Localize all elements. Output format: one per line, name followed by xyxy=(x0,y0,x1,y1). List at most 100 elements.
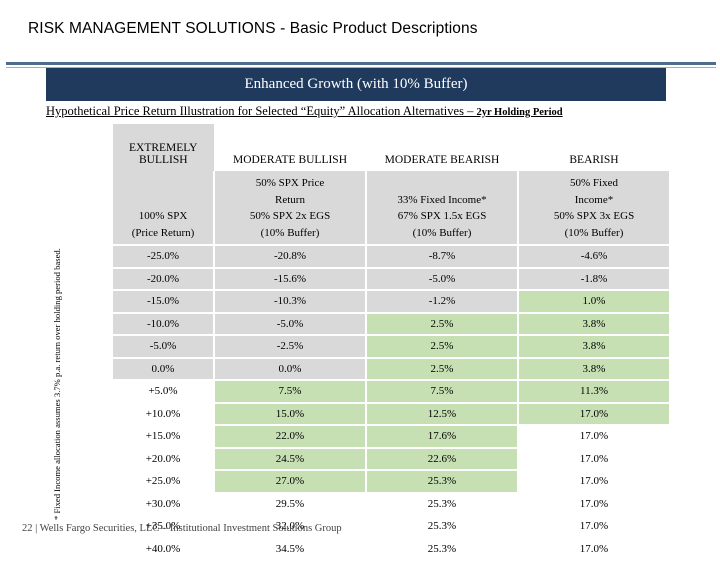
header-row: EXTREMELY BULLISH MODERATE BULLISH MODER… xyxy=(113,124,671,171)
subtitle-main: Hypothetical Price Return Illustration f… xyxy=(46,104,477,118)
header-bearish: BEARISH xyxy=(518,124,671,171)
allocation-description: 100% SPX (Price Return) xyxy=(113,171,215,246)
return-cell: 25.3% xyxy=(366,515,519,539)
header-moderate-bullish: MODERATE BULLISH xyxy=(214,124,367,171)
description-line: 100% SPX xyxy=(138,210,188,222)
title-rule xyxy=(6,62,716,65)
table-row: +35.0% 32.0% 25.3% 17.0% xyxy=(113,515,671,539)
table-row: +30.0% 29.5% 25.3% 17.0% xyxy=(113,492,671,516)
table-body: 100% SPX (Price Return) 50% SPX Price Retur… xyxy=(113,171,671,561)
return-cell: 7.5% xyxy=(366,380,519,404)
description-line: 33% Fixed Income* xyxy=(397,193,487,206)
return-cell: +35.0% xyxy=(113,515,215,539)
table-subtitle: Hypothetical Price Return Illustration f… xyxy=(46,104,686,119)
return-cell: +15.0% xyxy=(113,425,215,449)
description-line: (Price Return) xyxy=(131,226,195,239)
return-cell: 15.0% xyxy=(214,402,367,426)
return-cell: 17.0% xyxy=(518,470,671,494)
return-cell: 2.5% xyxy=(366,312,519,336)
return-cell: 29.5% xyxy=(214,492,367,516)
description-line: 50% SPX 2x EGS xyxy=(249,210,331,222)
table-row: +15.0% 22.0% 17.6% 17.0% xyxy=(113,425,671,449)
description-line: 50% SPX 3x EGS xyxy=(553,210,635,222)
table-row: 0.0% 0.0% 2.5% 3.8% xyxy=(113,357,671,381)
header-moderate-bearish: MODERATE BEARISH xyxy=(366,124,519,171)
description-line: (10% Buffer) xyxy=(412,226,472,239)
table-row: +40.0% 34.5% 25.3% 17.0% xyxy=(113,537,671,561)
return-cell: 17.0% xyxy=(518,537,671,561)
return-cell: -5.0% xyxy=(214,312,367,336)
table-row: +10.0% 15.0% 12.5% 17.0% xyxy=(113,402,671,426)
description-line: (10% Buffer) xyxy=(260,226,320,239)
return-cell: -1.2% xyxy=(366,290,519,314)
return-cell: -20.0% xyxy=(113,267,215,291)
return-cell: 2.5% xyxy=(366,357,519,381)
return-cell: 3.8% xyxy=(518,335,671,359)
return-cell: 0.0% xyxy=(214,357,367,381)
return-cell: 17.0% xyxy=(518,515,671,539)
return-cell: 25.3% xyxy=(366,537,519,561)
return-cell: 3.8% xyxy=(518,312,671,336)
return-cell: 17.0% xyxy=(518,402,671,426)
return-cell: 11.3% xyxy=(518,380,671,404)
return-cell: 24.5% xyxy=(214,447,367,471)
return-cell: +40.0% xyxy=(113,537,215,561)
return-cell: 27.0% xyxy=(214,470,367,494)
return-cell: 1.0% xyxy=(518,290,671,314)
return-cell: 17.6% xyxy=(366,425,519,449)
return-cell: -5.0% xyxy=(366,267,519,291)
allocation-description: 50% Fixed Income* 50% SPX 3x EGS (10% Buffe… xyxy=(518,171,671,246)
return-cell: -10.3% xyxy=(214,290,367,314)
return-cell: 17.0% xyxy=(518,425,671,449)
table-row: +25.0% 27.0% 25.3% 17.0% xyxy=(113,470,671,494)
return-cell: -5.0% xyxy=(113,335,215,359)
return-cell: 3.8% xyxy=(518,357,671,381)
return-cell: -1.8% xyxy=(518,267,671,291)
return-cell: +10.0% xyxy=(113,402,215,426)
allocation-description: 50% SPX Price Return 50% SPX 2x EGS (10% Bu… xyxy=(214,171,367,246)
return-cell: +25.0% xyxy=(113,470,215,494)
header-extremely-bullish: EXTREMELY BULLISH xyxy=(113,124,215,171)
fixed-income-footnote: * Fixed Income allocation assumes 3.7% p… xyxy=(52,248,62,520)
return-cell: +20.0% xyxy=(113,447,215,471)
allocation-description: 33% Fixed Income* 67% SPX 1.5x EGS (10% Bu… xyxy=(366,171,519,246)
footer-text: 22 | Wells Fargo Securities, LLC – Insti… xyxy=(22,523,342,534)
return-cell: -15.0% xyxy=(113,290,215,314)
return-cell: 25.3% xyxy=(366,470,519,494)
return-cell: 17.0% xyxy=(518,447,671,471)
return-cell: 34.5% xyxy=(214,537,367,561)
return-cell: 22.6% xyxy=(366,447,519,471)
return-cell: -15.6% xyxy=(214,267,367,291)
description-line: 50% Fixed xyxy=(570,177,618,189)
description-line: Return xyxy=(275,193,305,206)
return-cell: 2.5% xyxy=(366,335,519,359)
table-row: -20.0% -15.6% -5.0% -1.8% xyxy=(113,267,671,291)
table-row: +20.0% 24.5% 22.6% 17.0% xyxy=(113,447,671,471)
return-cell: 7.5% xyxy=(214,380,367,404)
table-row: -25.0% -20.8% -8.7% -4.6% xyxy=(113,245,671,269)
return-cell: +5.0% xyxy=(113,380,215,404)
table-row: -15.0% -10.3% -1.2% 1.0% xyxy=(113,290,671,314)
subtitle-holding-period: 2yr Holding Period xyxy=(476,107,563,118)
return-cell: 22.0% xyxy=(214,425,367,449)
return-cell: 17.0% xyxy=(518,492,671,516)
description-line: Income* xyxy=(574,193,614,206)
return-cell: -20.8% xyxy=(214,245,367,269)
table-row: -10.0% -5.0% 2.5% 3.8% xyxy=(113,312,671,336)
return-cell: 0.0% xyxy=(113,357,215,381)
return-cell: 12.5% xyxy=(366,402,519,426)
page-title: RISK MANAGEMENT SOLUTIONS - Basic Produc… xyxy=(28,20,478,37)
table-row: -5.0% -2.5% 2.5% 3.8% xyxy=(113,335,671,359)
illustration-table: EXTREMELY BULLISH MODERATE BULLISH MODER… xyxy=(113,124,671,561)
table-row: +5.0% 7.5% 7.5% 11.3% xyxy=(113,380,671,404)
description-row: 100% SPX (Price Return) 50% SPX Price Retur… xyxy=(113,171,671,246)
return-cell: -8.7% xyxy=(366,245,519,269)
description-line: 67% SPX 1.5x EGS xyxy=(397,210,487,222)
return-cell: 32.0% xyxy=(214,515,367,539)
return-cell: -2.5% xyxy=(214,335,367,359)
section-banner: Enhanced Growth (with 10% Buffer) xyxy=(46,68,666,101)
title-rule-thin xyxy=(6,67,716,68)
return-cell: +30.0% xyxy=(113,492,215,516)
description-line: (10% Buffer) xyxy=(564,226,624,239)
return-cell: -25.0% xyxy=(113,245,215,269)
